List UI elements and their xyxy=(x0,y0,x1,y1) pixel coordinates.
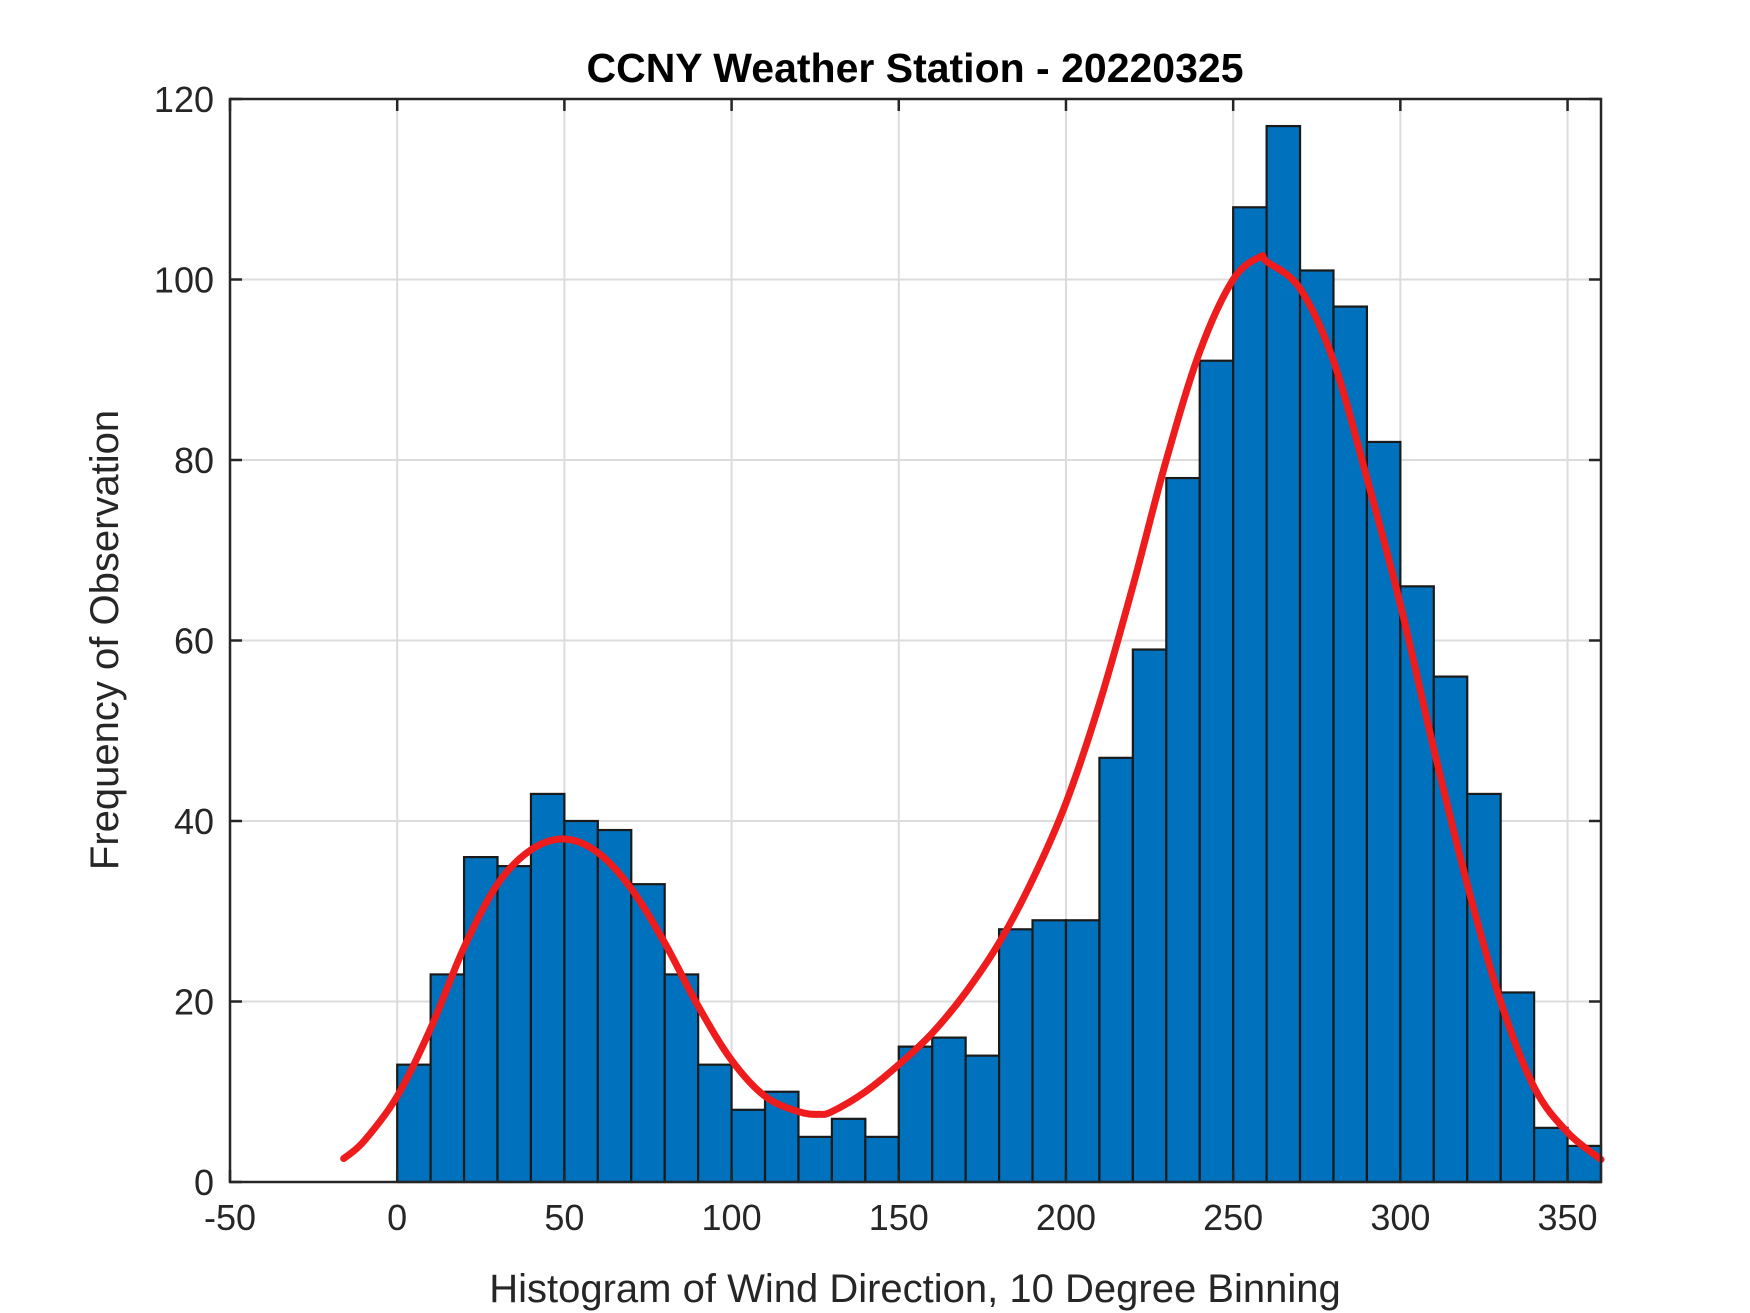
histogram-bar xyxy=(997,928,1034,1184)
histogram-bar xyxy=(1298,269,1335,1184)
histogram-bar xyxy=(1098,756,1134,1184)
histogram-bar xyxy=(1232,206,1268,1184)
axis-ticks xyxy=(228,97,1601,1184)
x-tick-label: 100 xyxy=(702,1197,762,1238)
histogram-bar xyxy=(830,1117,867,1184)
histogram-bar xyxy=(1332,305,1369,1184)
histogram-bar xyxy=(697,1063,733,1184)
x-tick-label: 250 xyxy=(1203,1197,1263,1238)
histogram-bar xyxy=(931,1036,967,1184)
histogram-bar xyxy=(1031,919,1068,1184)
x-tick-label: 350 xyxy=(1538,1197,1598,1238)
histogram-bar xyxy=(1432,675,1469,1184)
histogram-bar xyxy=(1265,124,1302,1184)
histogram-bar xyxy=(1131,648,1168,1184)
histogram-bars xyxy=(396,124,1603,1184)
y-tick-label: 0 xyxy=(194,1162,214,1203)
x-tick-label: 0 xyxy=(387,1197,407,1238)
y-tick-label: 100 xyxy=(154,260,214,301)
histogram-bar xyxy=(496,865,533,1184)
x-tick-label: -50 xyxy=(204,1197,256,1238)
y-tick-label: 80 xyxy=(174,440,214,481)
x-tick-labels: -50 0 50 100 150 200 250 300 350 xyxy=(204,1197,1598,1238)
histogram-bar xyxy=(1064,919,1101,1184)
histogram-bar xyxy=(730,1108,767,1184)
histogram-bar xyxy=(1533,1126,1569,1184)
x-axis-label: Histogram of Wind Direction, 10 Degree B… xyxy=(489,1267,1341,1311)
y-tick-label: 20 xyxy=(174,982,214,1023)
y-tick-labels: 0 20 40 60 80 100 120 xyxy=(154,79,214,1203)
histogram-bar xyxy=(563,819,599,1184)
histogram-bar xyxy=(529,792,566,1184)
y-tick-label: 120 xyxy=(154,79,214,120)
histogram-bar xyxy=(1198,359,1235,1184)
x-tick-label: 300 xyxy=(1370,1197,1430,1238)
x-tick-label: 50 xyxy=(544,1197,584,1238)
histogram-bar xyxy=(864,1135,900,1184)
histogram-bar xyxy=(964,1054,1001,1184)
y-axis-label: Frequency of Observation xyxy=(83,410,127,870)
histogram-bar xyxy=(797,1135,834,1184)
y-tick-label: 60 xyxy=(174,621,214,662)
x-tick-label: 150 xyxy=(869,1197,929,1238)
histogram-bar xyxy=(663,973,700,1184)
histogram-bar xyxy=(429,973,466,1184)
x-tick-label: 200 xyxy=(1036,1197,1096,1238)
fit-curve xyxy=(340,252,1605,1163)
y-tick-label: 40 xyxy=(174,801,214,842)
histogram-bar xyxy=(1365,440,1402,1184)
chart-title: CCNY Weather Station - 20220325 xyxy=(586,45,1243,91)
histogram-bar xyxy=(897,1045,934,1184)
histogram-bar xyxy=(1165,476,1201,1184)
